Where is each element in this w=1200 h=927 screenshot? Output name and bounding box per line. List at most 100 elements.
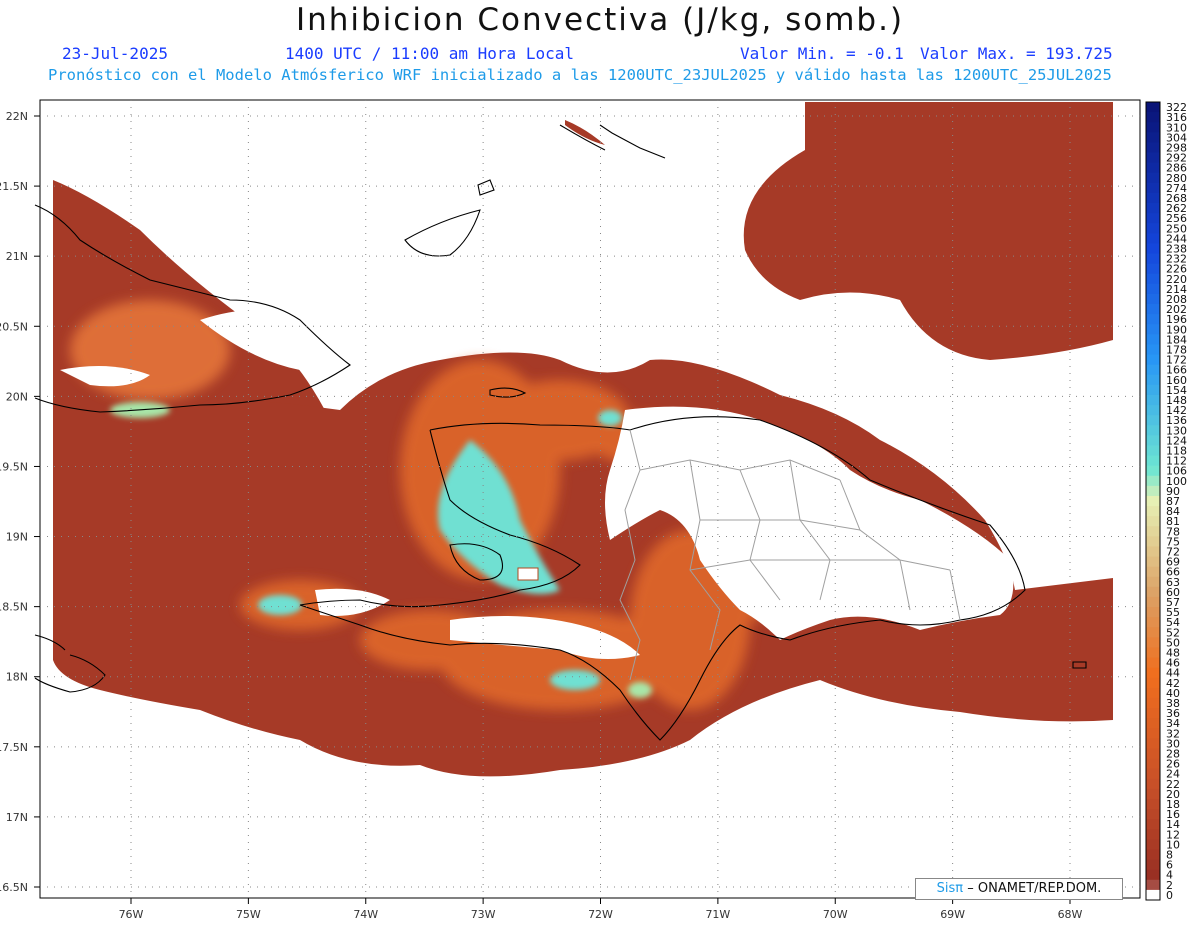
- colorbar-label: 304: [1166, 131, 1187, 144]
- colorbar-label: 72: [1166, 546, 1180, 559]
- colorbar-swatch: [1146, 425, 1160, 436]
- colorbar-swatch: [1146, 394, 1160, 406]
- forecast-date: 23-Jul-2025: [62, 44, 168, 63]
- colorbar-swatch: [1146, 849, 1160, 861]
- colorbar-swatch: [1146, 798, 1160, 810]
- lon-label: 71W: [705, 908, 730, 921]
- colorbar-swatch: [1146, 233, 1160, 244]
- colorbar-label: 87: [1166, 495, 1180, 508]
- colorbar-swatch: [1146, 192, 1160, 204]
- lat-label: 19.5N: [0, 460, 28, 473]
- lat-label: 17N: [6, 811, 28, 824]
- colorbar-swatch: [1146, 627, 1160, 638]
- colorbar-label: 90: [1166, 485, 1180, 498]
- colorbar-swatch: [1146, 758, 1160, 770]
- colorbar-frame: [1145, 101, 1161, 901]
- colorbar-label: 268: [1166, 192, 1187, 205]
- colorbar-label: 184: [1166, 333, 1187, 346]
- colorbar-swatch: [1146, 566, 1160, 578]
- colorbar-label: 124: [1166, 434, 1187, 447]
- lon-label: 74W: [353, 908, 378, 921]
- colorbar-label: 50: [1166, 636, 1180, 649]
- colorbar-swatch: [1146, 334, 1160, 345]
- colorbar-swatch: [1146, 738, 1160, 749]
- colorbar-label: 190: [1166, 323, 1187, 336]
- colorbar-swatch: [1146, 182, 1160, 194]
- colorbar-swatch: [1146, 283, 1160, 295]
- colorbar-swatch: [1146, 132, 1160, 143]
- colorbar-swatch: [1146, 293, 1160, 305]
- colorbar-label: 322: [1166, 101, 1187, 114]
- colorbar-label: 244: [1166, 232, 1187, 245]
- lat-label: 16.5N: [0, 881, 28, 894]
- colorbar-swatch: [1146, 253, 1160, 265]
- colorbar-swatch: [1146, 778, 1160, 790]
- lat-label: 18.5N: [0, 601, 28, 614]
- colorbar-label: 30: [1166, 737, 1180, 750]
- colorbar-label: 66: [1166, 566, 1180, 579]
- colorbar-swatch: [1146, 647, 1160, 659]
- colorbar-swatch: [1146, 829, 1160, 840]
- colorbar-swatch: [1146, 162, 1160, 174]
- colorbar-swatch: [1146, 748, 1160, 760]
- colorbar-swatch: [1146, 495, 1160, 507]
- colorbar-swatch: [1146, 324, 1160, 335]
- colorbar-swatch: [1146, 223, 1160, 234]
- colorbar-label: 69: [1166, 556, 1180, 569]
- lat-label: 21N: [6, 250, 28, 263]
- colorbar-label: 256: [1166, 212, 1187, 225]
- colorbar-label: 75: [1166, 535, 1180, 548]
- colorbar-swatch: [1146, 203, 1160, 214]
- colorbar-swatch: [1146, 304, 1160, 315]
- colorbar-label: 20: [1166, 788, 1180, 801]
- colorbar-swatch: [1146, 172, 1160, 184]
- lon-label: 72W: [588, 908, 613, 921]
- colorbar-swatch: [1146, 142, 1160, 154]
- colorbar-swatch: [1146, 526, 1160, 537]
- colorbar-label: 196: [1166, 313, 1187, 326]
- colorbar-label: 292: [1166, 152, 1187, 165]
- colorbar-label: 232: [1166, 253, 1187, 266]
- lat-label: 18N: [6, 671, 28, 684]
- colorbar-label: 48: [1166, 647, 1180, 660]
- colorbar-swatch: [1146, 869, 1160, 881]
- colorbar-swatch: [1146, 809, 1160, 820]
- colorbar-label: 208: [1166, 293, 1187, 306]
- colorbar-swatch: [1146, 687, 1160, 699]
- colorbar-label: 262: [1166, 202, 1187, 215]
- colorbar-swatch: [1146, 788, 1160, 800]
- province-borders: [619, 429, 961, 681]
- lat-label: 19N: [6, 531, 28, 544]
- colorbar-label: 118: [1166, 444, 1187, 457]
- colorbar-label: 55: [1166, 606, 1180, 619]
- colorbar-label: 60: [1166, 586, 1180, 599]
- colorbar-label: 34: [1166, 717, 1180, 730]
- colorbar-swatch: [1146, 607, 1160, 618]
- colorbar-swatch: [1146, 455, 1160, 467]
- coastlines: [34, 124, 1087, 741]
- colorbar-label: 54: [1166, 616, 1180, 629]
- colorbar-label: 178: [1166, 343, 1187, 356]
- colorbar-swatch: [1146, 546, 1160, 558]
- colorbar-label: 42: [1166, 677, 1180, 690]
- colorbar-label: 36: [1166, 707, 1180, 720]
- colorbar-swatch: [1146, 314, 1160, 325]
- colorbar-swatch: [1146, 677, 1160, 689]
- min-value: Valor Min. = -0.1: [740, 44, 904, 63]
- colorbar-label: 38: [1166, 697, 1180, 710]
- colorbar-label: 84: [1166, 505, 1180, 518]
- colorbar-swatch: [1146, 697, 1160, 709]
- colorbar-swatch: [1146, 112, 1160, 123]
- longitude-labels: 76W 75W 74W 73W 72W 71W 70W 69W 68W: [119, 908, 1083, 921]
- colorbar-swatch: [1146, 657, 1160, 669]
- colorbar-label: 310: [1166, 121, 1187, 134]
- colorbar-label: 148: [1166, 394, 1187, 407]
- colorbar-label: 172: [1166, 354, 1187, 367]
- lon-label: 73W: [471, 908, 496, 921]
- colorbar: 3223163103042982922862802742682622562502…: [1145, 101, 1187, 902]
- colorbar-swatch: [1146, 859, 1160, 871]
- colorbar-label: 0: [1166, 889, 1173, 902]
- colorbar-swatch: [1146, 839, 1160, 850]
- colorbar-label: 22: [1166, 778, 1180, 791]
- colorbar-swatch: [1146, 273, 1160, 285]
